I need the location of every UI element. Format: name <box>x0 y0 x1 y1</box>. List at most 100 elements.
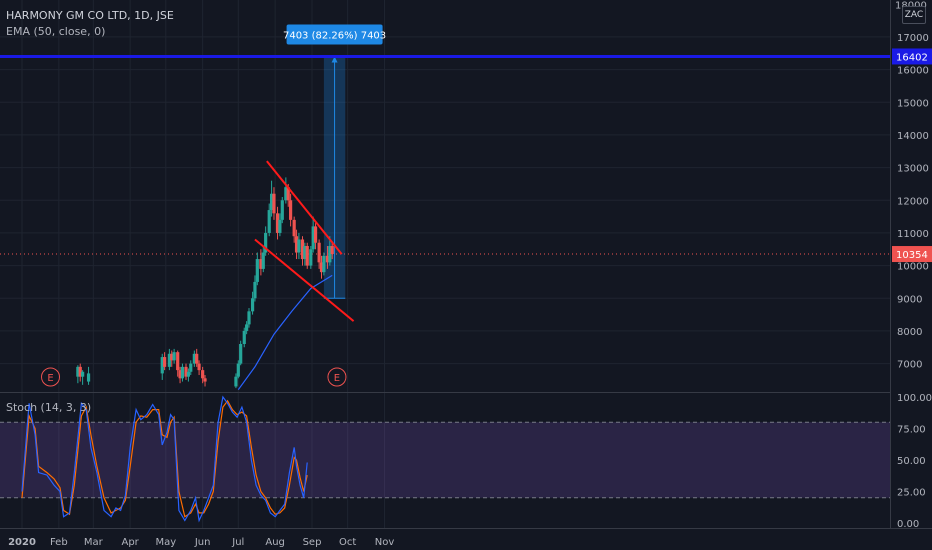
candle-body <box>234 376 238 387</box>
candle-body <box>86 373 91 382</box>
candle-body <box>317 242 321 263</box>
time-axis-label: Aug <box>265 537 285 548</box>
time-axis-label: Sep <box>303 537 322 548</box>
ema-indicator-label[interactable]: EMA (50, close, 0) <box>6 25 106 38</box>
candle-body <box>186 371 190 377</box>
candle-body <box>259 259 263 269</box>
candle-body <box>261 252 265 269</box>
candle-body <box>170 353 174 361</box>
time-axis-label: May <box>155 537 176 548</box>
earnings-marker[interactable] <box>41 367 61 387</box>
candle-body <box>264 232 268 253</box>
price-axis-label: 13000 <box>897 164 929 175</box>
candle-body <box>294 236 299 253</box>
candle-body <box>272 193 276 214</box>
earnings-marker-label: E <box>47 373 53 384</box>
candle-body <box>330 246 334 255</box>
candle-body <box>245 324 249 331</box>
candle-body <box>180 366 185 379</box>
time-axis-label: Mar <box>84 537 104 548</box>
resistance-price-tag <box>892 48 932 65</box>
candle-body <box>319 262 324 273</box>
candle-body <box>286 187 290 201</box>
candle-body <box>203 378 207 382</box>
candle-body <box>172 352 176 361</box>
candle-body <box>289 200 293 220</box>
candle-body <box>255 259 259 282</box>
price-axis-label: 8000 <box>897 327 922 338</box>
candle-body <box>247 311 251 325</box>
candle-body <box>184 366 188 377</box>
stochastic-pane[interactable] <box>0 395 890 523</box>
price-axis-label: 9000 <box>897 294 922 305</box>
measure-label-box <box>286 24 383 45</box>
candle-body <box>313 226 318 243</box>
time-axis-label: Oct <box>339 537 356 548</box>
candle-body <box>322 255 326 273</box>
price-axis-label: 18000 <box>895 0 927 11</box>
upper-trendline[interactable] <box>266 160 343 255</box>
candle-body <box>280 200 284 220</box>
candle-body <box>178 370 182 379</box>
candle-body <box>278 219 282 233</box>
ema-line <box>237 274 333 391</box>
price-axis-label: 16000 <box>897 66 929 77</box>
price-axis-label: 12000 <box>897 196 929 207</box>
candle-body <box>275 213 280 233</box>
price-axis-label: 11000 <box>897 229 929 240</box>
candle-body <box>236 363 240 377</box>
stoch-axis-label: 25.00 <box>897 488 926 499</box>
price-axis-label: 15000 <box>897 98 929 109</box>
candle-body <box>239 344 243 364</box>
candle-body <box>76 366 80 377</box>
axes[interactable]: 2020 Feb Mar Apr May Jun Jul Aug Sep Oct Nov 18000 1… <box>8 0 932 548</box>
price-axis-label: 7000 <box>897 360 922 371</box>
candle-body <box>201 370 205 379</box>
currency-button[interactable]: ZAC <box>902 6 926 24</box>
candle-body <box>242 330 246 344</box>
measure-arrowhead <box>331 56 338 63</box>
price-axis-label: 17000 <box>897 33 929 44</box>
stoch-k-line <box>21 395 308 523</box>
stoch-axis-label: 50.00 <box>897 456 926 467</box>
candle-body <box>189 363 193 372</box>
candle-body <box>176 352 180 371</box>
price-axis-bg <box>891 0 932 528</box>
drawings[interactable]: 7403 (82.26%) 7403 <box>0 24 890 322</box>
current-price-tag <box>892 246 932 263</box>
candle-body <box>78 366 82 377</box>
time-axis-label: 2020 <box>8 537 36 548</box>
candle-body <box>250 298 255 312</box>
candle-body <box>197 363 201 371</box>
candle-body <box>300 239 305 260</box>
candle-body <box>309 249 313 266</box>
measure-label: 7403 (82.26%) 7403 <box>283 30 386 41</box>
stoch-band <box>0 422 890 498</box>
time-axis-label: Apr <box>121 537 139 548</box>
candle-body <box>160 357 164 374</box>
candle-body <box>311 226 315 250</box>
earnings-marker[interactable] <box>327 367 347 387</box>
stoch-indicator-label[interactable]: Stoch (14, 3, 3) <box>6 401 92 414</box>
candle-body <box>81 371 85 377</box>
time-axis-label: Feb <box>50 537 68 548</box>
earnings-marker-label: E <box>334 373 340 384</box>
candle-body <box>303 246 307 260</box>
grid <box>0 0 932 529</box>
candle-body <box>163 357 167 367</box>
candle-body <box>284 187 288 201</box>
candle-body <box>195 353 199 364</box>
candle-body <box>328 246 332 263</box>
time-axis-label: Nov <box>375 537 395 548</box>
current-price-label: 10354 <box>896 250 928 261</box>
candle-body <box>292 219 296 237</box>
symbol-title[interactable]: HARMONY GM CO LTD, 1D, JSE <box>6 9 174 22</box>
lower-trendline[interactable] <box>254 238 355 322</box>
candle-body <box>267 210 271 233</box>
candle-body <box>253 281 257 299</box>
candle-body <box>167 353 171 367</box>
candle-body <box>297 239 301 253</box>
stoch-axis-label: 75.00 <box>897 425 926 436</box>
